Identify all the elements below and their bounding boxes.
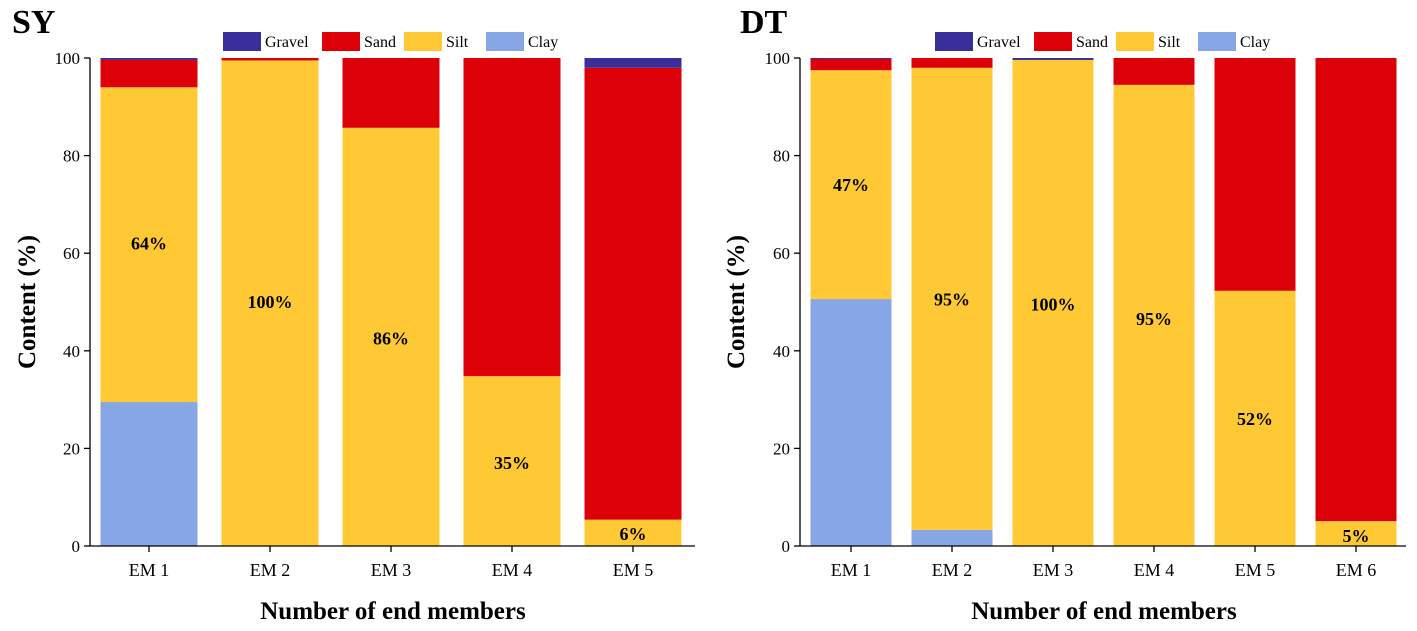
x-tick-label-em4: EM 4 — [1134, 560, 1175, 580]
legend-label-silt: Silt — [1158, 34, 1181, 51]
bar-sand-em5 — [584, 67, 682, 520]
bar-silt-em3 — [342, 127, 440, 546]
bar-gravel-em1 — [100, 58, 198, 60]
bar-clay-em1 — [810, 299, 892, 546]
x-axis-title: Number of end members — [971, 598, 1237, 625]
bar-sand-em1 — [100, 59, 198, 88]
legend-label-sand: Sand — [364, 34, 396, 51]
x-tick-label-em3: EM 3 — [1033, 560, 1074, 580]
bar-sand-em2 — [221, 58, 319, 61]
percent-label-em5: 6% — [620, 524, 647, 544]
legend-label-silt: Silt — [446, 34, 469, 51]
x-tick-label-em5: EM 5 — [1235, 560, 1276, 580]
bar-silt-em6 — [1315, 521, 1397, 546]
legend-swatch-gravel — [935, 32, 973, 51]
percent-label-em3: 100% — [1031, 294, 1076, 314]
x-axis-title: Number of end members — [260, 598, 526, 625]
percent-label-em1: 64% — [131, 233, 167, 253]
legend-swatch-clay — [486, 32, 524, 51]
bar-silt-em5 — [1214, 290, 1296, 546]
y-tick-label: 40 — [773, 342, 790, 361]
x-tick-label-em5: EM 5 — [613, 560, 654, 580]
bar-clay-em1 — [100, 402, 198, 546]
x-tick-label-em1: EM 1 — [129, 560, 170, 580]
legend-swatch-silt — [1116, 32, 1154, 51]
panel-title: SY — [12, 4, 55, 41]
y-tick-label: 20 — [63, 439, 80, 458]
legend-swatch-clay — [1198, 32, 1236, 51]
percent-label-em6: 5% — [1343, 526, 1370, 546]
y-tick-label: 60 — [63, 244, 80, 263]
legend-label-sand: Sand — [1076, 34, 1108, 51]
bar-sand-em6 — [1315, 58, 1397, 522]
x-tick-label-em2: EM 2 — [932, 560, 973, 580]
bar-silt-em3 — [1012, 59, 1094, 547]
bar-sand-em3 — [342, 58, 440, 128]
legend-swatch-silt — [404, 32, 442, 51]
x-tick-label-em4: EM 4 — [492, 560, 533, 580]
bar-silt-em4 — [1113, 84, 1195, 546]
legend-label-gravel: Gravel — [265, 34, 309, 51]
bar-gravel-em1 — [810, 58, 892, 59]
bar-silt-em2 — [911, 67, 993, 530]
chart-panel-sy: SY Gravel Sand Silt Clay 64% 100% 86% 35% 6% 0 20 40… — [12, 4, 695, 625]
y-tick-label: 0 — [782, 537, 791, 556]
legend-label-clay: Clay — [1240, 34, 1270, 51]
percent-label-em1: 47% — [833, 175, 869, 195]
bar-silt-em2 — [221, 60, 319, 546]
y-tick-label: 60 — [773, 244, 790, 263]
y-axis-title: Content (%) — [723, 235, 750, 369]
bar-silt-em1 — [810, 70, 892, 300]
percent-label-em4: 95% — [1136, 309, 1172, 329]
bar-clay-em2 — [911, 529, 993, 546]
x-tick-label-em6: EM 6 — [1336, 560, 1377, 580]
y-tick-label: 100 — [55, 49, 81, 68]
panel-title: DT — [740, 4, 788, 41]
bar-gravel-em3 — [1012, 58, 1094, 60]
legend-swatch-sand — [322, 32, 360, 51]
percent-label-em5: 52% — [1237, 409, 1273, 429]
bar-sand-em1 — [810, 58, 892, 71]
y-tick-label: 100 — [765, 49, 791, 68]
bar-sand-em5 — [1214, 58, 1296, 291]
bar-sand-em4 — [1113, 58, 1195, 85]
y-tick-label: 0 — [72, 537, 81, 556]
y-tick-label: 40 — [63, 342, 80, 361]
percent-label-em2: 95% — [934, 290, 970, 310]
chart-panel-dt: DT Gravel Sand Silt Clay 47% 95% 100% 95% 52% 5% 0 2… — [723, 4, 1406, 625]
bar-sand-em4 — [463, 58, 561, 377]
legend-swatch-sand — [1034, 32, 1072, 51]
legend-swatch-gravel — [223, 32, 261, 51]
bar-silt-em1 — [100, 87, 198, 403]
x-tick-label-em2: EM 2 — [250, 560, 291, 580]
percent-label-em2: 100% — [248, 292, 293, 312]
legend-label-clay: Clay — [528, 34, 558, 51]
y-tick-label: 80 — [63, 147, 80, 166]
x-tick-label-em1: EM 1 — [831, 560, 872, 580]
percent-label-em4: 35% — [494, 453, 530, 473]
bar-silt-em4 — [463, 376, 561, 546]
bar-silt-em5 — [584, 519, 682, 546]
bar-gravel-em5 — [584, 58, 682, 68]
percent-label-em3: 86% — [373, 329, 409, 349]
y-tick-label: 20 — [773, 439, 790, 458]
y-axis-title: Content (%) — [14, 235, 41, 369]
bar-sand-em2 — [911, 58, 993, 68]
legend-label-gravel: Gravel — [977, 34, 1021, 51]
y-tick-label: 80 — [773, 147, 790, 166]
x-tick-label-em3: EM 3 — [371, 560, 412, 580]
